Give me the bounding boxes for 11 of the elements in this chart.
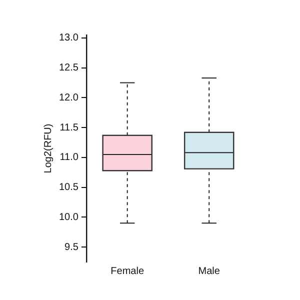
- y-tick-label: 11.5: [60, 122, 79, 134]
- y-tick-label: 12.0: [58, 92, 79, 104]
- y-tick-label: 12.5: [58, 62, 79, 74]
- y-tick-label: 10.0: [58, 212, 79, 223]
- x-tick-label: Male: [198, 266, 220, 277]
- y-tick-label: 13.0: [58, 32, 79, 44]
- y-tick-label: 10.5: [58, 182, 79, 194]
- y-tick-label: 11.0: [60, 152, 79, 164]
- y-axis-title: Log2(RFU): [42, 124, 54, 174]
- x-tick-label: Female: [110, 266, 144, 277]
- y-tick-label: 9.5: [64, 242, 79, 253]
